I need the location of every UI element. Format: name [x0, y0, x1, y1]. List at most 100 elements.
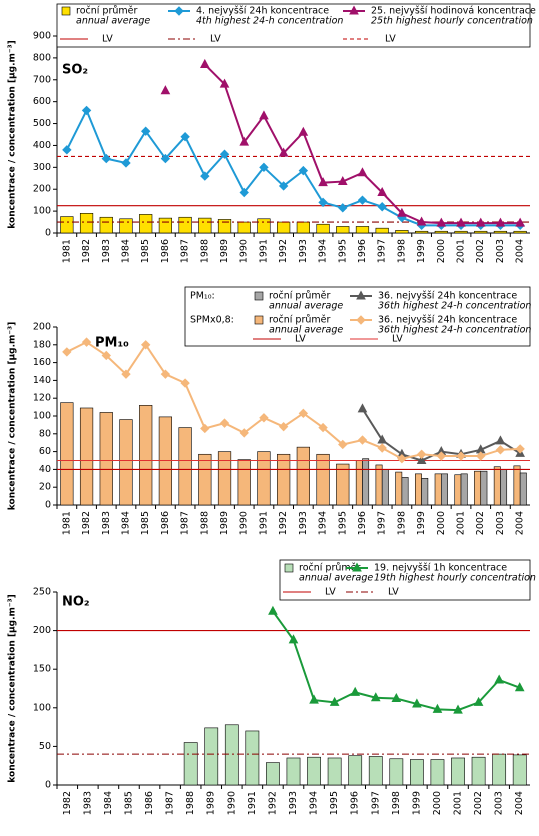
bar — [257, 218, 271, 234]
marker — [140, 126, 151, 136]
y-tick-label: 500 — [33, 118, 51, 129]
x-tick-label: 2001 — [456, 239, 467, 263]
legend-label: LV — [325, 587, 336, 598]
legend-label-en: 4th highest 24-h concentration — [196, 16, 343, 27]
legend-marker — [356, 290, 366, 300]
x-tick-label: 1987 — [180, 511, 191, 535]
x-tick-label: 1994 — [318, 511, 329, 535]
line — [65, 108, 521, 227]
legend-label-en: 25th highest hourly concentration — [371, 16, 533, 27]
marker — [432, 703, 443, 713]
y-tick-label: 100 — [33, 702, 51, 713]
marker — [416, 216, 427, 226]
marker — [495, 435, 506, 445]
marker — [494, 674, 504, 684]
marker — [199, 58, 210, 68]
bar — [336, 463, 350, 506]
bar — [451, 757, 465, 786]
y-tick-label: 80 — [39, 428, 51, 439]
marker — [288, 634, 299, 644]
bar — [401, 477, 409, 506]
marker — [515, 217, 525, 227]
marker — [309, 694, 319, 704]
x-tick-label: 1990 — [226, 791, 237, 815]
x-tick-label: 1995 — [337, 511, 348, 535]
marker — [278, 181, 289, 191]
marker — [278, 147, 289, 157]
x-tick-label: 1981 — [61, 511, 72, 535]
bar — [277, 221, 291, 234]
x-tick-label: 1986 — [144, 791, 155, 815]
x-tick-label: 1983 — [101, 511, 112, 535]
bar — [430, 759, 445, 786]
bar — [183, 742, 198, 786]
bar — [480, 470, 488, 506]
bar — [375, 464, 383, 506]
bar — [286, 757, 301, 786]
bar — [513, 230, 527, 234]
bar — [421, 477, 429, 506]
bar — [198, 217, 212, 234]
legend-label: LV — [210, 34, 221, 45]
bar — [362, 458, 370, 506]
marker — [350, 686, 361, 696]
marker — [62, 145, 72, 155]
marker — [268, 605, 278, 615]
y-tick-label: 200 — [33, 322, 51, 333]
legend-marker — [352, 562, 362, 572]
x-tick-label: 2002 — [475, 239, 486, 263]
x-tick-label: 1996 — [357, 239, 368, 263]
marker — [514, 682, 525, 692]
marker — [219, 78, 230, 88]
marker — [298, 165, 309, 176]
marker — [377, 443, 387, 453]
y-tick-label: 400 — [33, 140, 51, 151]
legend-swatch — [254, 291, 264, 301]
legend-label-en: 36th highest 24-h concentration — [378, 325, 531, 336]
marker — [370, 692, 381, 702]
marker — [456, 217, 466, 227]
marker — [160, 153, 171, 164]
bar — [474, 470, 482, 506]
bar — [217, 219, 232, 234]
y-tick-label: 100 — [33, 411, 51, 422]
bar — [296, 446, 310, 506]
marker — [476, 451, 486, 461]
x-tick-label: 1997 — [370, 791, 381, 815]
y-tick-label: 200 — [33, 184, 51, 195]
y-tick-label: 50 — [39, 741, 51, 752]
x-tick-label: 2000 — [432, 791, 443, 815]
marker — [377, 202, 387, 212]
marker — [101, 153, 111, 164]
x-tick-label: 2001 — [453, 791, 464, 815]
legend-label-en: annual average — [299, 573, 373, 584]
x-tick-label: 1998 — [396, 511, 407, 535]
legend-label-en: annual average — [269, 325, 343, 336]
y-tick-label: 140 — [33, 375, 51, 386]
legend-marker — [356, 315, 366, 325]
marker — [239, 187, 249, 198]
x-tick-label: 2002 — [473, 791, 484, 815]
bar — [277, 453, 291, 506]
bar — [60, 216, 74, 234]
x-tick-label: 1998 — [396, 239, 407, 263]
legend-label: 19. nejvyšší 1h koncentrace — [374, 563, 507, 574]
marker — [495, 445, 506, 455]
x-tick-label: 2003 — [495, 239, 506, 263]
bar — [245, 730, 260, 786]
legend-label: LV — [385, 34, 396, 45]
marker — [140, 340, 151, 350]
legend-group-label: PM₁₀: — [190, 291, 215, 302]
y-tick-label: 800 — [33, 52, 51, 63]
chart-title: PM₁₀ — [95, 336, 129, 351]
x-tick-label: 1982 — [81, 239, 92, 263]
bar — [493, 230, 508, 234]
marker — [515, 444, 525, 454]
x-tick-label: 1986 — [160, 511, 171, 535]
x-tick-label: 1986 — [160, 239, 171, 263]
legend-label: LV — [102, 34, 113, 45]
legend-marker — [349, 5, 359, 15]
bar — [375, 227, 389, 234]
x-tick-label: 2004 — [515, 511, 526, 535]
